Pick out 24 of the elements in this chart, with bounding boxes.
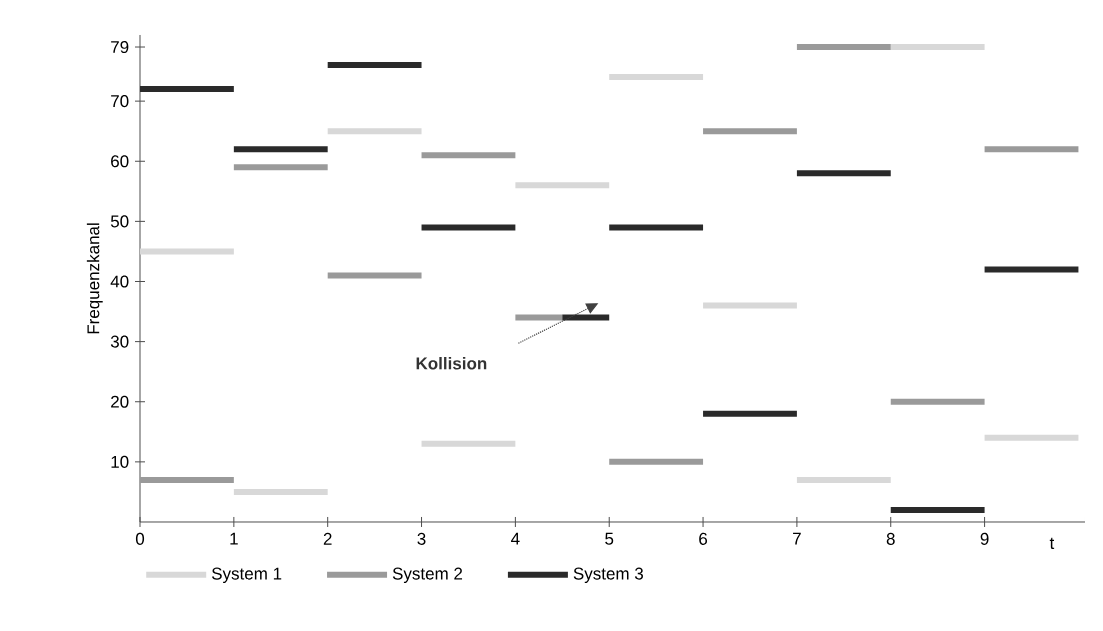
x-tick-label: 2 <box>323 532 332 545</box>
y-tick-label: 10 <box>111 455 129 468</box>
y-tick-label: 70 <box>111 95 129 108</box>
legend-label: System 2 <box>392 567 463 583</box>
x-tick-label: 0 <box>135 532 145 545</box>
legend-label: System 3 <box>573 567 643 583</box>
x-tick-label: 9 <box>980 532 989 545</box>
x-tick-label: 4 <box>511 532 520 545</box>
annotation: Kollision <box>416 356 487 370</box>
legend-label: System 1 <box>211 567 282 583</box>
y-axis-title: Frequenzkanal <box>86 223 103 334</box>
x-tick-label: 3 <box>417 532 426 545</box>
x-tick-label: 1 <box>230 532 238 545</box>
x-axis-title: t <box>1049 537 1055 549</box>
x-tick-label: 5 <box>605 532 614 545</box>
x-tick-label: 8 <box>886 532 895 545</box>
y-tick-label: 60 <box>111 155 129 168</box>
y-tick-label: 50 <box>110 215 129 228</box>
y-tick-label: 40 <box>110 275 129 288</box>
x-tick-label: 7 <box>793 532 801 545</box>
y-tick-label: 30 <box>110 335 129 348</box>
y-tick-label: 20 <box>111 395 129 408</box>
x-tick-label: 6 <box>699 532 708 545</box>
y-tick-label: 79 <box>111 41 129 54</box>
